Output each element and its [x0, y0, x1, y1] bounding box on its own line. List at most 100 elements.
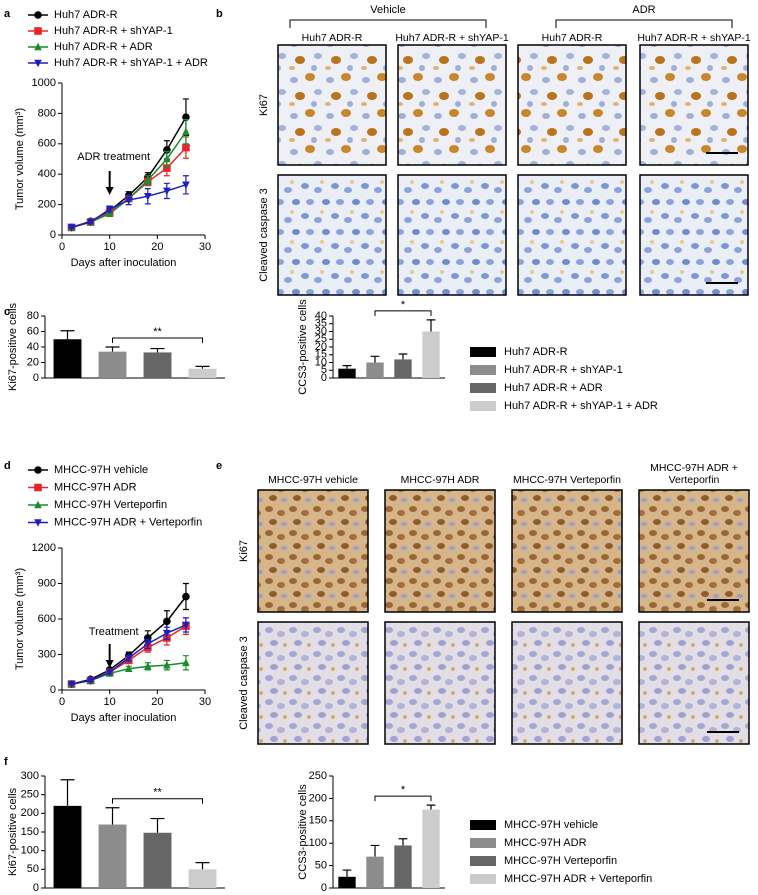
- x-tick-label: 10: [104, 241, 116, 253]
- y-axis-label: Tumor volume (mm³): [14, 568, 26, 670]
- data-point: [124, 196, 133, 205]
- significance-label: *: [401, 299, 406, 311]
- annotation-arrowhead: [105, 187, 114, 195]
- micrograph: [384, 489, 496, 613]
- x-axis-label: Days after inoculation: [71, 257, 177, 269]
- micrograph: [511, 489, 623, 613]
- data-point: [86, 677, 95, 685]
- micrograph: [277, 44, 387, 166]
- legend-label: MHCC-97H ADR + Verteporfin: [54, 516, 202, 528]
- y-tick-label: 200: [38, 199, 56, 211]
- bar: [143, 352, 172, 378]
- y-tick-label: 40: [315, 310, 327, 322]
- data-point: [182, 621, 190, 630]
- legend-marker: [34, 59, 42, 68]
- column-label: MHCC-97H vehicle: [268, 474, 358, 486]
- legend-swatch: [470, 820, 496, 830]
- error-bar: [342, 365, 352, 369]
- significance-label: **: [153, 326, 162, 338]
- significance-bracket: [112, 798, 203, 804]
- row-label: Ki67: [238, 540, 250, 562]
- significance-bracket: [112, 337, 203, 343]
- row-label: Ki67: [258, 94, 270, 116]
- significance-bracket: [374, 310, 432, 316]
- y-tick-label: 800: [38, 107, 56, 119]
- y-axis-label: Ki67-positive cells: [7, 302, 19, 391]
- legend-label: Huh7 ADR-R: [54, 9, 118, 21]
- micrograph: [511, 621, 623, 745]
- row-label: Cleaved caspase 3: [258, 188, 270, 282]
- error-bar: [105, 346, 120, 352]
- column-label: MHCC-97H ADR: [400, 474, 480, 486]
- legend-label: MHCC-97H Verteporfin: [504, 855, 617, 867]
- error-bar: [398, 838, 408, 846]
- legend-swatch: [470, 347, 496, 357]
- data-point: [163, 617, 171, 626]
- legend-label: Huh7 ADR-R + ADR: [504, 382, 603, 394]
- panel-letter: b: [216, 8, 223, 20]
- y-tick-label: 20: [27, 356, 39, 368]
- legend-label: MHCC-97H vehicle: [504, 819, 598, 831]
- panel-letter: a: [4, 8, 11, 20]
- micrograph: [639, 44, 749, 166]
- legend-label: MHCC-97H ADR + Verteporfin: [504, 873, 652, 885]
- legend-marker: [34, 483, 42, 492]
- legend-label: Huh7 ADR-R + shYAP-1: [54, 25, 173, 37]
- y-tick-label: 400: [38, 168, 56, 180]
- significance-bracket: [374, 795, 432, 802]
- y-tick-label: 25: [315, 333, 327, 345]
- bar: [338, 368, 356, 378]
- legend-label: MHCC-97H Verteporfin: [54, 499, 167, 511]
- legend-swatch: [470, 856, 496, 866]
- y-tick-label: 80: [27, 310, 39, 322]
- bar: [422, 331, 440, 378]
- x-tick-label: 20: [151, 696, 163, 708]
- y-tick-label: 200: [21, 807, 39, 819]
- data-point: [144, 640, 152, 649]
- micrograph: [384, 621, 496, 745]
- legend-label: Huh7 ADR-R: [504, 346, 568, 358]
- y-tick-label: 600: [38, 138, 56, 150]
- legend-label: MHCC-97H ADR: [504, 837, 587, 849]
- y-tick-label: 0: [33, 882, 39, 894]
- micrograph: [257, 489, 369, 613]
- y-tick-label: 20: [315, 341, 327, 353]
- y-tick-label: 1000: [32, 77, 56, 89]
- legend-label: Huh7 ADR-R + ADR: [54, 41, 153, 53]
- data-point: [163, 154, 171, 163]
- data-point: [182, 181, 190, 190]
- y-axis-label: Tumor volume (mm³): [14, 108, 26, 210]
- data-point: [67, 224, 76, 232]
- y-tick-label: 60: [27, 325, 39, 337]
- column-label: Huh7 ADR-R + shYAP-1: [637, 32, 751, 44]
- bar: [98, 824, 127, 888]
- data-point: [163, 187, 171, 196]
- error-bar: [195, 862, 210, 870]
- error-bar: [105, 807, 120, 825]
- legend-swatch: [470, 874, 496, 884]
- y-tick-label: 100: [309, 837, 327, 849]
- y-tick-label: 100: [21, 845, 39, 857]
- legend-label: Huh7 ADR-R + shYAP-1 + ADR: [54, 57, 208, 69]
- x-tick-label: 30: [199, 241, 211, 253]
- legend-marker: [34, 42, 42, 51]
- x-axis-label: Days after inoculation: [71, 712, 177, 724]
- annotation: Treatment: [89, 626, 139, 638]
- data-point: [182, 592, 190, 601]
- bar: [394, 359, 412, 378]
- column-label: MHCC-97H Verteporfin: [513, 474, 621, 486]
- data-point: [144, 662, 152, 670]
- data-point: [144, 192, 152, 201]
- panel-letter: c: [4, 306, 10, 318]
- y-tick-label: 200: [309, 792, 327, 804]
- y-tick-label: 50: [27, 863, 39, 875]
- legend-label: Huh7 ADR-R + shYAP-1: [504, 364, 623, 376]
- data-point: [163, 164, 171, 172]
- data-point: [86, 218, 95, 227]
- significance-label: *: [401, 784, 406, 796]
- y-tick-label: 50: [315, 860, 327, 872]
- data-point: [182, 143, 190, 152]
- y-tick-label: 15: [315, 349, 327, 361]
- error-bar: [426, 804, 436, 810]
- y-tick-label: 0: [33, 372, 39, 384]
